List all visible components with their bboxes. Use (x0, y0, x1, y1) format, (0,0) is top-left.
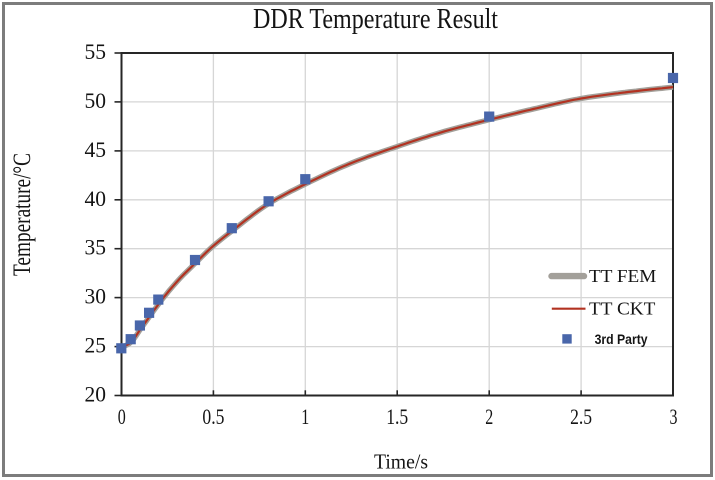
svg-text:TT FEM: TT FEM (589, 266, 656, 286)
svg-text:2.5: 2.5 (570, 404, 592, 429)
svg-text:Temperature/°C: Temperature/°C (9, 153, 36, 276)
svg-text:DDR Temperature Result: DDR Temperature Result (253, 3, 498, 35)
svg-text:55: 55 (85, 39, 107, 64)
svg-text:3: 3 (670, 404, 678, 429)
svg-text:50: 50 (85, 88, 107, 113)
svg-text:3rd Party: 3rd Party (595, 331, 648, 347)
svg-text:1.5: 1.5 (386, 404, 408, 429)
svg-text:35: 35 (85, 235, 107, 260)
svg-text:0: 0 (118, 404, 126, 429)
svg-text:TT CKT: TT CKT (589, 299, 655, 319)
svg-text:30: 30 (85, 284, 107, 309)
svg-text:45: 45 (85, 137, 107, 162)
svg-text:20: 20 (85, 382, 107, 407)
svg-text:0.5: 0.5 (202, 404, 224, 429)
svg-text:2: 2 (485, 404, 493, 429)
svg-text:Time/s: Time/s (374, 450, 428, 474)
svg-text:25: 25 (85, 333, 107, 358)
svg-text:1: 1 (301, 404, 309, 429)
svg-text:40: 40 (85, 186, 107, 211)
